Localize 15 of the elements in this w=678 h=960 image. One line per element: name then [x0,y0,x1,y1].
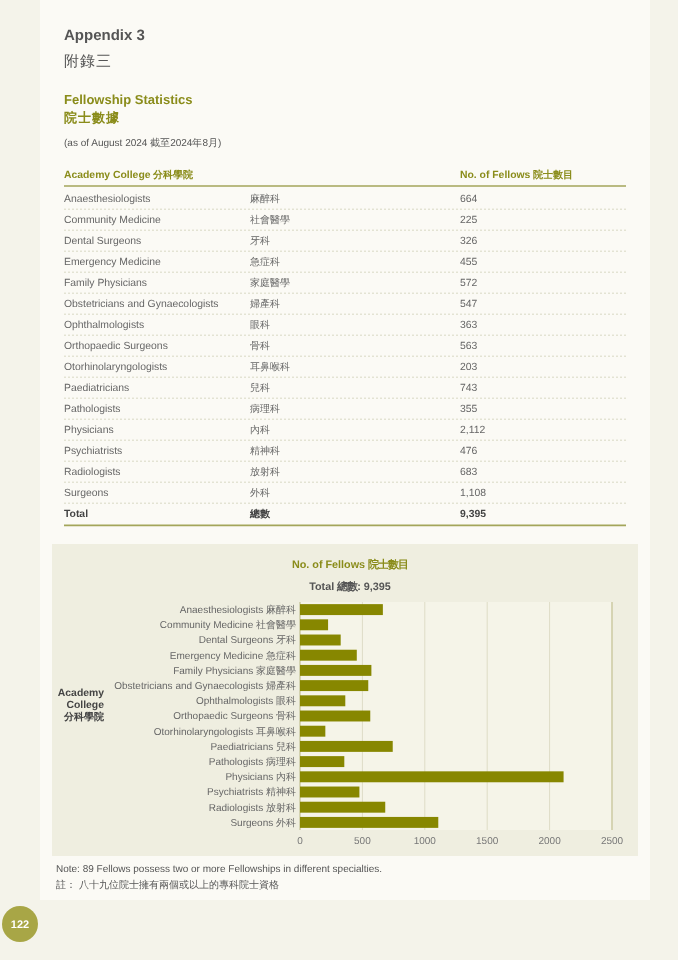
bar [300,725,326,737]
bar [300,786,360,798]
bar [300,649,357,661]
bar [300,710,371,722]
bar [300,771,564,783]
bar [300,740,393,752]
bar [300,756,345,768]
bar [300,634,341,646]
bar [300,680,369,692]
bar [300,619,329,631]
bar [300,695,346,707]
bar [300,664,372,676]
bar [300,604,383,616]
bar [300,801,386,813]
bar [300,816,439,828]
